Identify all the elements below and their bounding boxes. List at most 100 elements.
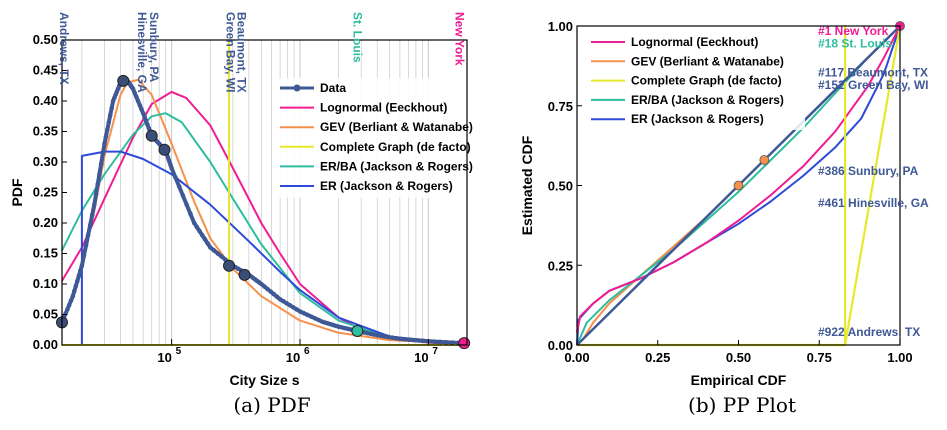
data-point — [139, 106, 144, 112]
annotation-green-bay-wi: Green Bay, WI — [223, 12, 237, 92]
y-axis-label: Estimated CDF — [519, 135, 535, 235]
annotation-1-new-york: #1 New York — [818, 24, 889, 38]
marker-point — [117, 74, 130, 87]
pdf-panel: 0.00 0.05 0.10 0.15 0.20 0.25 0.30 0.35 0.40 0.45… — [9, 12, 473, 388]
data-point — [219, 254, 224, 259]
data-point — [378, 333, 384, 339]
y-tick-label: 0.35 — [33, 124, 58, 139]
y-tick-label: 0.00 — [33, 337, 58, 352]
data-point — [191, 220, 197, 226]
annotation-18-st-louis: #18 St. Louis — [818, 37, 892, 51]
annotation-152-green-bay-wi: #152 Green Bay, WI — [818, 78, 929, 92]
data-point — [374, 332, 380, 338]
annotation-sunbury-pa: Sunbury, PA — [147, 12, 161, 83]
series-line-er-ba-jackson-rogers — [61, 112, 468, 346]
data-point — [173, 174, 178, 180]
data-point — [312, 316, 318, 321]
data-point — [416, 338, 422, 343]
data-point — [79, 263, 85, 269]
annotation-new-york: New York — [453, 12, 467, 66]
y-tick-label: 0.05 — [33, 307, 58, 322]
data-point — [66, 302, 72, 308]
y-tick-label: 0.10 — [33, 276, 58, 291]
marker-point — [238, 268, 251, 281]
legend-label-lognormal-eeckhout: Lognormal (Eeckhout) — [631, 35, 758, 49]
data-point — [291, 305, 296, 310]
data-point — [107, 112, 113, 118]
x-tick-label: 1.00 — [887, 350, 912, 365]
x-axis-label: Empirical CDF — [691, 372, 787, 388]
x-tick-label: 0.25 — [645, 350, 670, 365]
data-point — [294, 307, 299, 312]
x-tick-label: 10 — [414, 350, 428, 365]
y-tick-label: 0.75 — [548, 99, 573, 114]
data-point — [145, 122, 150, 127]
data-point — [421, 338, 426, 344]
legend-label-gev-berliant-watanabe: GEV (Berliant & Watanabe) — [631, 54, 784, 68]
data-point — [92, 202, 97, 207]
x-tick-label: 10 — [157, 350, 171, 365]
data-point — [215, 251, 221, 256]
annotation-beaumont-tx: Beaumont, TX — [234, 12, 248, 93]
data-point — [135, 98, 141, 104]
y-tick-label: 1.00 — [548, 19, 573, 34]
data-point — [93, 192, 99, 197]
data-point — [274, 294, 280, 300]
x-tick-exponent: 5 — [176, 346, 182, 357]
data-point — [308, 314, 314, 319]
data-point — [76, 273, 82, 279]
data-point — [305, 312, 310, 318]
x-tick-label: 0.50 — [726, 350, 751, 365]
marker-point — [145, 129, 158, 142]
legend-label-er-ba-jackson-rogers: ER/BA (Jackson & Rogers) — [320, 159, 473, 173]
data-point — [180, 193, 186, 198]
data-point — [268, 289, 274, 294]
annotation-hinesville-ga: Hinesville, GA — [135, 12, 149, 93]
data-point — [265, 286, 270, 292]
data-point — [449, 340, 455, 345]
data-point — [109, 105, 114, 111]
data-point — [297, 309, 303, 314]
annotation-st-louis: St. Louis — [350, 12, 364, 63]
data-point — [194, 224, 200, 230]
y-tick-label: 0.25 — [548, 258, 573, 273]
data-point — [287, 303, 293, 308]
data-point — [437, 339, 443, 345]
pp-plot-panel: 0.00 0.25 0.50 0.75 1.00 0.00 0.25 0.50 0.75 1.00… — [519, 19, 929, 388]
legend-label-gev-berliant-watanabe: GEV (Berliant & Watanabe) — [320, 120, 473, 134]
data-point — [103, 134, 109, 139]
legend-b: Lognormal (Eeckhout) GEV (Berliant & Wata… — [587, 32, 805, 130]
legend-label-er-ba-jackson-rogers: ER/BA (Jackson & Rogers) — [631, 93, 784, 107]
legend-label-complete-graph-de-facto: Complete Graph (de facto) — [320, 140, 471, 154]
y-tick-label: 0.00 — [548, 338, 573, 353]
x-tick-label: 0.75 — [807, 350, 832, 365]
data-point — [132, 90, 137, 96]
data-point — [70, 293, 76, 299]
data-point — [301, 310, 307, 316]
legend-background — [274, 78, 464, 198]
series-line-lognormal-eeckhout — [576, 25, 901, 333]
data-point — [197, 228, 202, 234]
y-tick-label: 0.15 — [33, 246, 58, 261]
x-tick-exponent: 6 — [304, 346, 310, 357]
data-point — [98, 161, 104, 167]
data-point — [393, 335, 399, 341]
data-point — [106, 120, 112, 125]
marker-point — [733, 180, 744, 191]
data-point — [411, 337, 417, 343]
y-tick-label: 0.25 — [33, 185, 58, 200]
marker-point — [223, 259, 236, 272]
data-point — [382, 334, 388, 339]
marker-point — [458, 337, 471, 350]
data-point — [87, 222, 93, 228]
data-point — [89, 212, 95, 218]
data-point — [134, 94, 139, 100]
x-tick-label: 0.00 — [564, 350, 589, 365]
y-axis-label: PDF — [9, 178, 25, 206]
marker-point — [351, 324, 364, 337]
data-point — [73, 283, 79, 289]
y-tick-label: 0.20 — [33, 215, 58, 230]
legend-a: Data Lognormal (Eeckhout) GEV (Berliant & … — [274, 78, 473, 198]
legend-label-lognormal-eeckhout: Lognormal (Eeckhout) — [320, 101, 447, 115]
data-point — [188, 211, 193, 217]
